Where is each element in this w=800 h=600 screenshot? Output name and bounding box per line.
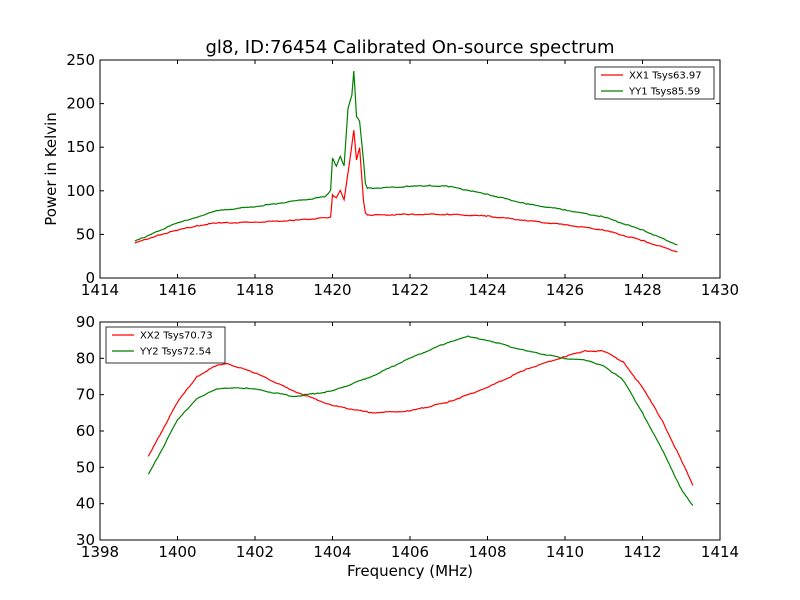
legend-box: [594, 66, 715, 100]
y-tick-label: 40: [76, 495, 95, 513]
x-tick-label: 1406: [391, 543, 429, 561]
series-group: [147, 335, 694, 506]
x-tick-label: 1426: [546, 281, 584, 299]
x-tick-label: 1408: [468, 543, 506, 561]
y-axis-label: Power in Kelvin: [42, 112, 60, 226]
series-line-2: [134, 70, 678, 246]
x-tick-label: 1402: [236, 543, 274, 561]
legend: XX2 Tsys70.73 YY2 Tsys72.54: [105, 326, 226, 364]
y-tick-label: 30: [76, 531, 95, 549]
x-tick-label: 1428: [623, 281, 661, 299]
y-tick-label: 150: [66, 138, 95, 156]
x-tick-label: 1410: [546, 543, 584, 561]
y-tick-label: 90: [76, 313, 95, 331]
y-tick-label: 100: [66, 182, 95, 200]
x-tick-label: 1424: [468, 281, 506, 299]
x-tick-label: 1422: [391, 281, 429, 299]
series-line-1: [134, 130, 678, 253]
x-tick-label: 1398: [81, 543, 119, 561]
y-tick-label: 50: [76, 225, 95, 243]
y-tick-label: 0: [85, 269, 95, 287]
y-tick-label: 80: [76, 349, 95, 367]
y-tick-label: 200: [66, 95, 95, 113]
chart-1: 1414 1416 1418 1420 1422 1424 1426 1428 1430 0 50 1…: [42, 37, 739, 299]
x-tick-label: 1420: [313, 281, 351, 299]
x-tick-label: 1400: [158, 543, 196, 561]
legend-box: [105, 326, 226, 364]
chart-title: gl8, ID:76454 Calibrated On-source spect…: [205, 37, 614, 58]
series-group: [134, 70, 678, 253]
x-tick-label: 1414: [701, 543, 739, 561]
y-tick-label: 250: [66, 51, 95, 69]
legend-label: YY1 Tsys85.59: [628, 87, 700, 98]
legend-label: XX1 Tsys63.97: [629, 71, 702, 82]
x-tick-label: 1430: [701, 281, 739, 299]
chart-2: 1398 1400 1402 1404 1406 1408 1410 1412 1414 30 40…: [76, 313, 739, 580]
x-axis-label: Frequency (MHz): [347, 562, 473, 580]
legend-label: YY2 Tsys72.54: [139, 347, 211, 358]
x-tick-label: 1412: [623, 543, 661, 561]
x-tick-label: 1414: [81, 281, 119, 299]
legend: XX1 Tsys63.97 YY1 Tsys85.59: [594, 66, 715, 100]
y-tick-label: 60: [76, 422, 95, 440]
y-tick-label: 70: [76, 386, 95, 404]
series-line-1: [147, 349, 694, 486]
series-line-2: [147, 335, 694, 506]
x-tick-label: 1404: [313, 543, 351, 561]
y-tick-label: 50: [76, 458, 95, 476]
x-tick-label: 1416: [158, 281, 196, 299]
x-tick-label: 1418: [236, 281, 274, 299]
legend-label: XX2 Tsys70.73: [140, 331, 213, 342]
